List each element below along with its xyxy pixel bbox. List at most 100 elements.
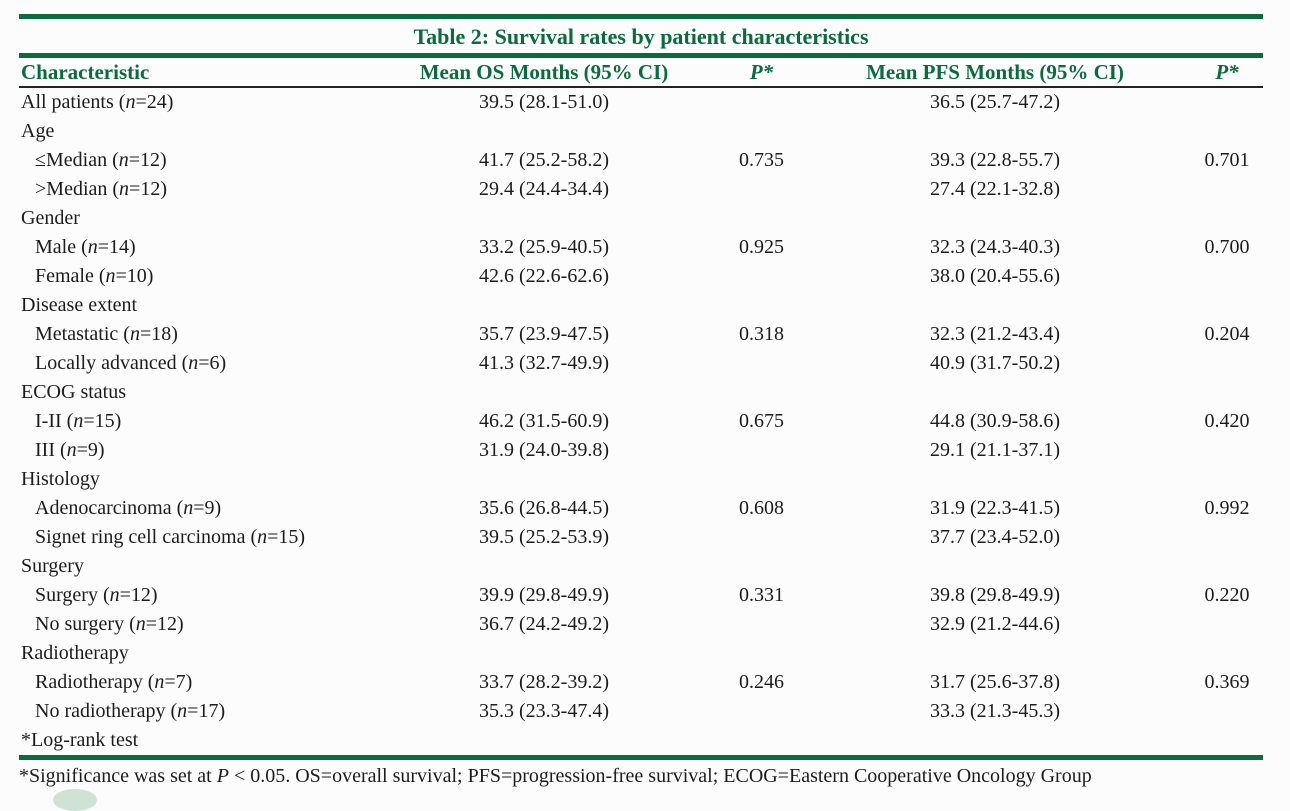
characteristic-cell: Adenocarcinoma (n=9) — [35, 497, 222, 519]
characteristic-cell: No surgery (n=12) — [35, 613, 184, 635]
mean-os-cell: 46.2 (31.5-60.9) — [479, 410, 609, 432]
table-row: Signet ring cell carcinoma (n=15) 39.5 (… — [19, 523, 1263, 552]
mean-os-cell: 36.7 (24.2-49.2) — [479, 613, 609, 635]
table-row: Disease extent — [19, 291, 1263, 320]
mean-pfs-cell: 32.3 (24.3-40.3) — [930, 236, 1060, 258]
p-pfs-cell: 0.369 — [1204, 671, 1250, 693]
mean-pfs-cell: 31.7 (25.6-37.8) — [930, 671, 1060, 693]
table-row: Surgery — [19, 552, 1263, 581]
mean-pfs-cell: 38.0 (20.4-55.6) — [930, 265, 1060, 287]
mean-os-cell: 33.2 (25.9-40.5) — [479, 236, 609, 258]
footnote-text-suffix: < 0.05. OS=overall survival; PFS=progres… — [228, 765, 1092, 787]
mean-pfs-cell: 27.4 (22.1-32.8) — [930, 178, 1060, 200]
table-row: Surgery (n=12) 39.9 (29.8-49.9) 0.331 39… — [19, 581, 1263, 610]
table-bottom-rule — [19, 755, 1263, 760]
p-os-cell: 0.331 — [739, 584, 784, 606]
mean-os-cell: 29.4 (24.4-34.4) — [479, 178, 609, 200]
characteristic-cell: Histology — [21, 468, 100, 490]
characteristic-cell: III (n=9) — [35, 439, 105, 461]
table-row: >Median (n=12) 29.4 (24.4-34.4) 27.4 (22… — [19, 175, 1263, 204]
table-row: I-II (n=15) 46.2 (31.5-60.9) 0.675 44.8 … — [19, 407, 1263, 436]
mean-pfs-cell: 32.3 (21.2-43.4) — [930, 323, 1060, 345]
table-row: All patients (n=24) 39.5 (28.1-51.0) 36.… — [19, 88, 1263, 117]
characteristic-cell: ECOG status — [21, 381, 126, 403]
p-os-cell: 0.925 — [739, 236, 784, 258]
header-bottom-rule — [19, 86, 1263, 88]
mean-pfs-cell: 40.9 (31.7-50.2) — [930, 352, 1060, 374]
characteristic-cell: Surgery (n=12) — [35, 584, 158, 606]
table-top-rule — [19, 14, 1263, 19]
p-os-cell: 0.246 — [739, 671, 784, 693]
characteristic-cell: All patients (n=24) — [21, 91, 174, 113]
characteristic-cell: Locally advanced (n=6) — [35, 352, 227, 374]
mean-os-cell: 35.7 (23.9-47.5) — [479, 323, 609, 345]
mean-pfs-cell: 36.5 (25.7-47.2) — [930, 91, 1060, 113]
table-row: Female (n=10) 42.6 (22.6-62.6) 38.0 (20.… — [19, 262, 1263, 291]
table-footnote: *Significance was set at P < 0.05. OS=ov… — [19, 763, 1263, 790]
mean-pfs-cell: 39.3 (22.8-55.7) — [930, 149, 1060, 171]
table-header-row: Characteristic Mean OS Months (95% CI) P… — [19, 58, 1263, 86]
p-pfs-cell: 0.992 — [1204, 497, 1250, 519]
table-row: Locally advanced (n=6) 41.3 (32.7-49.9) … — [19, 349, 1263, 378]
mean-os-cell: 39.5 (28.1-51.0) — [479, 91, 609, 113]
p-os-cell: 0.675 — [739, 410, 784, 432]
mean-os-cell: 35.6 (26.8-44.5) — [479, 497, 609, 519]
mean-os-cell: 39.5 (25.2-53.9) — [479, 526, 609, 548]
table-row: No radiotherapy (n=17) 35.3 (23.3-47.4) … — [19, 697, 1263, 726]
characteristic-cell: Radiotherapy (n=7) — [35, 671, 193, 693]
mean-pfs-cell: 32.9 (21.2-44.6) — [930, 613, 1060, 635]
p-pfs-cell: 0.700 — [1204, 236, 1250, 258]
mean-os-cell: 35.3 (23.3-47.4) — [479, 700, 609, 722]
characteristic-cell: Radiotherapy — [21, 642, 129, 664]
characteristic-cell: I-II (n=15) — [35, 410, 122, 432]
table-row: III (n=9) 31.9 (24.0-39.8) 29.1 (21.1-37… — [19, 436, 1263, 465]
characteristic-cell: No radiotherapy (n=17) — [35, 700, 226, 722]
column-header-p-pfs: P* — [1215, 60, 1239, 84]
column-header-mean-pfs: Mean PFS Months (95% CI) — [866, 60, 1124, 84]
mean-os-cell: 39.9 (29.8-49.9) — [479, 584, 609, 606]
table-body: All patients (n=24) 39.5 (28.1-51.0) 36.… — [19, 88, 1263, 755]
table-row: Radiotherapy (n=7) 33.7 (28.2-39.2) 0.24… — [19, 668, 1263, 697]
table-row: Radiotherapy — [19, 639, 1263, 668]
table-row: Adenocarcinoma (n=9) 35.6 (26.8-44.5) 0.… — [19, 494, 1263, 523]
mean-pfs-cell: 44.8 (30.9-58.6) — [930, 410, 1060, 432]
survival-rates-table: Table 2: Survival rates by patient chara… — [19, 14, 1263, 790]
p-pfs-cell: 0.701 — [1204, 149, 1250, 171]
column-header-mean-os: Mean OS Months (95% CI) — [419, 60, 669, 84]
characteristic-cell: Surgery — [21, 555, 84, 577]
mean-pfs-cell: 39.8 (29.8-49.9) — [930, 584, 1060, 606]
table-row: No surgery (n=12) 36.7 (24.2-49.2) 32.9 … — [19, 610, 1263, 639]
characteristic-cell: ≤Median (n=12) — [35, 149, 167, 171]
table-row: Histology — [19, 465, 1263, 494]
footnote-text-prefix: *Significance was set at — [19, 765, 217, 787]
p-pfs-cell: 0.420 — [1204, 410, 1250, 432]
column-header-characteristic: Characteristic — [21, 60, 150, 84]
table-row: *Log-rank test — [19, 726, 1263, 755]
table-row: Gender — [19, 204, 1263, 233]
table-row: ECOG status — [19, 378, 1263, 407]
table-row: Male (n=14) 33.2 (25.9-40.5) 0.925 32.3 … — [19, 233, 1263, 262]
mean-pfs-cell: 31.9 (22.3-41.5) — [930, 497, 1060, 519]
mean-os-cell: 41.3 (32.7-49.9) — [479, 352, 609, 374]
mean-pfs-cell: 37.7 (23.4-52.0) — [930, 526, 1060, 548]
characteristic-cell: Gender — [21, 207, 80, 229]
characteristic-cell: Male (n=14) — [35, 236, 136, 258]
table-row: Metastatic (n=18) 35.7 (23.9-47.5) 0.318… — [19, 320, 1263, 349]
characteristic-cell: Metastatic (n=18) — [35, 323, 178, 345]
p-os-cell: 0.608 — [739, 497, 784, 519]
p-pfs-cell: 0.204 — [1204, 323, 1250, 345]
table-row: ≤Median (n=12) 41.7 (25.2-58.2) 0.735 39… — [19, 146, 1263, 175]
column-header-p-os: P* — [749, 60, 774, 84]
mean-os-cell: 31.9 (24.0-39.8) — [479, 439, 609, 461]
characteristic-cell: Disease extent — [21, 294, 138, 316]
p-os-cell: 0.318 — [739, 323, 784, 345]
characteristic-cell: Female (n=10) — [35, 265, 154, 287]
mean-pfs-cell: 29.1 (21.1-37.1) — [930, 439, 1060, 461]
characteristic-cell: *Log-rank test — [21, 729, 139, 751]
characteristic-cell: Signet ring cell carcinoma (n=15) — [35, 526, 306, 548]
title-bottom-rule — [19, 53, 1263, 58]
mean-pfs-cell: 33.3 (21.3-45.3) — [930, 700, 1060, 722]
p-os-cell: 0.735 — [739, 149, 784, 171]
table-row: Age — [19, 117, 1263, 146]
p-pfs-cell: 0.220 — [1204, 584, 1250, 606]
